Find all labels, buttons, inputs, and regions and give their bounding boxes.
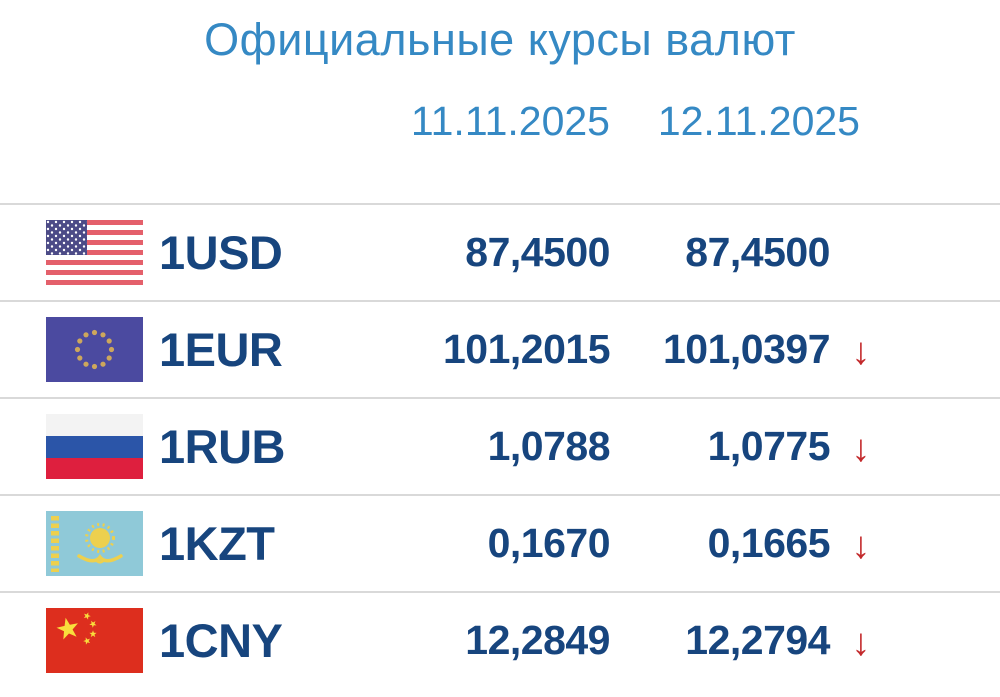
rate-next: 12,2794 <box>685 617 830 663</box>
cn-flag-icon <box>46 608 143 673</box>
rate-next: 1,0775 <box>707 423 831 469</box>
rate-prev: 87,4500 <box>465 229 610 275</box>
rate-next: 87,4500 <box>685 229 830 275</box>
rate-prev: 0,1670 <box>487 520 611 566</box>
trend-down-icon: ↓ <box>851 524 871 567</box>
currency-row-rub[interactable]: 1RUB 1,0788 1,0775 ↓ <box>0 397 1000 494</box>
rate-next: 101,0397 <box>662 326 831 372</box>
kz-flag-icon <box>46 511 143 576</box>
date-column-next: 12.11.2025 <box>657 98 860 144</box>
rate-prev: 101,2015 <box>442 326 611 372</box>
currency-row-cny[interactable]: 1CNY 12,2849 12,2794 ↓ <box>0 591 1000 688</box>
date-header-row: 11.11.2025 12.11.2025 <box>0 98 1000 144</box>
trend-down-icon: ↓ <box>851 427 871 470</box>
rate-prev: 12,2849 <box>465 617 610 663</box>
trend-down-icon: ↓ <box>851 330 871 373</box>
eu-flag-icon <box>46 317 143 382</box>
date-column-prev: 11.11.2025 <box>410 98 610 144</box>
currency-row-usd[interactable]: 1USD 87,4500 87,4500 <box>0 203 1000 300</box>
currency-code: 1KZT <box>159 517 275 570</box>
currency-code: 1RUB <box>159 420 285 473</box>
rates-table: 1USD 87,4500 87,4500 <box>0 203 1000 688</box>
us-flag-icon <box>46 220 143 285</box>
currency-code: 1CNY <box>159 614 283 667</box>
currency-code: 1USD <box>159 226 283 279</box>
currency-code: 1EUR <box>159 323 283 376</box>
ru-flag-icon <box>46 414 143 479</box>
trend-down-icon: ↓ <box>851 621 871 664</box>
trend-down-icon <box>830 251 892 255</box>
rate-next: 0,1665 <box>707 520 831 566</box>
rate-prev: 1,0788 <box>487 423 611 469</box>
page-title: Официальные курсы валют <box>204 14 796 65</box>
currency-row-eur[interactable]: 1EUR 101,2015 101,0397 ↓ <box>0 300 1000 397</box>
currency-row-kzt[interactable]: 1KZT 0,1670 0,1665 ↓ <box>0 494 1000 591</box>
